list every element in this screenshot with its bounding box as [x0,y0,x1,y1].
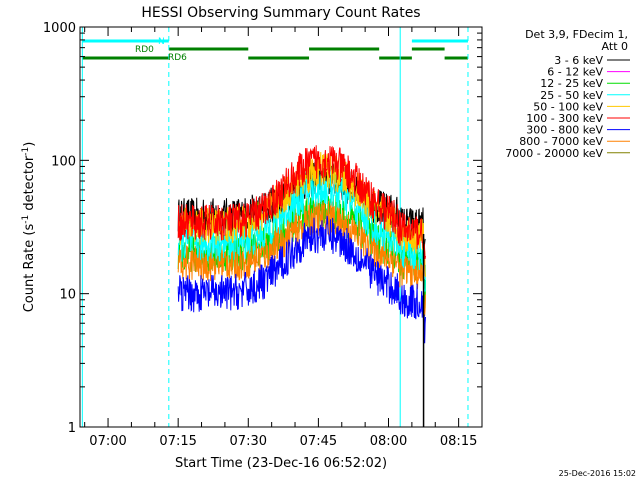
y-tick-label: 1000 [43,21,76,36]
x-tick-label: 07:45 [300,434,337,449]
flag-label-n: N [158,37,165,47]
series-line [177,215,426,344]
y-tick-label: 1 [68,421,76,436]
flag-labels: N RD0 RD6 [135,37,187,63]
legend-label: 3 - 6 keV [554,54,603,67]
x-axis-label: Start Time (23-Dec-16 06:52:02) [175,456,387,471]
legend-label: 50 - 100 keV [533,100,603,113]
legend-label: 25 - 50 keV [540,89,603,102]
x-tick-label: 08:15 [440,434,477,449]
flag-label-rd0: RD0 [135,45,154,55]
legend-label: 800 - 7000 keV [519,135,603,148]
flag-label-rd6: RD6 [168,53,187,63]
legend-label: 6 - 12 keV [547,66,603,79]
legend-label: 100 - 300 keV [526,112,603,125]
legend-label: 12 - 25 keV [540,77,603,90]
chart-title: HESSI Observing Summary Count Rates [141,5,420,21]
x-tick-label: 08:00 [370,434,407,449]
y-tick-label: 10 [59,288,76,303]
x-tick-label: 07:15 [159,434,196,449]
legend-label: 300 - 800 keV [526,124,603,137]
legend-header-line1: Det 3,9, FDecim 1, [525,28,628,41]
series-line [177,145,426,276]
y-tick-label: 100 [51,154,76,169]
x-tick-label: 07:30 [230,434,267,449]
series-lines [177,145,426,427]
plot-frame [79,26,483,428]
y-axis-label: Count Rate (s-1 detector-1) [21,142,37,313]
flag-bars [82,39,468,60]
x-tick-label: 07:00 [89,434,126,449]
timestamp: 25-Dec-2016 15:02 [559,469,636,478]
legend-label: 7000 - 20000 keV [505,147,603,160]
x-axis: 07:00 07:15 07:30 07:45 08:00 08:15 [84,27,483,449]
legend-header-line2: Att 0 [602,40,628,53]
